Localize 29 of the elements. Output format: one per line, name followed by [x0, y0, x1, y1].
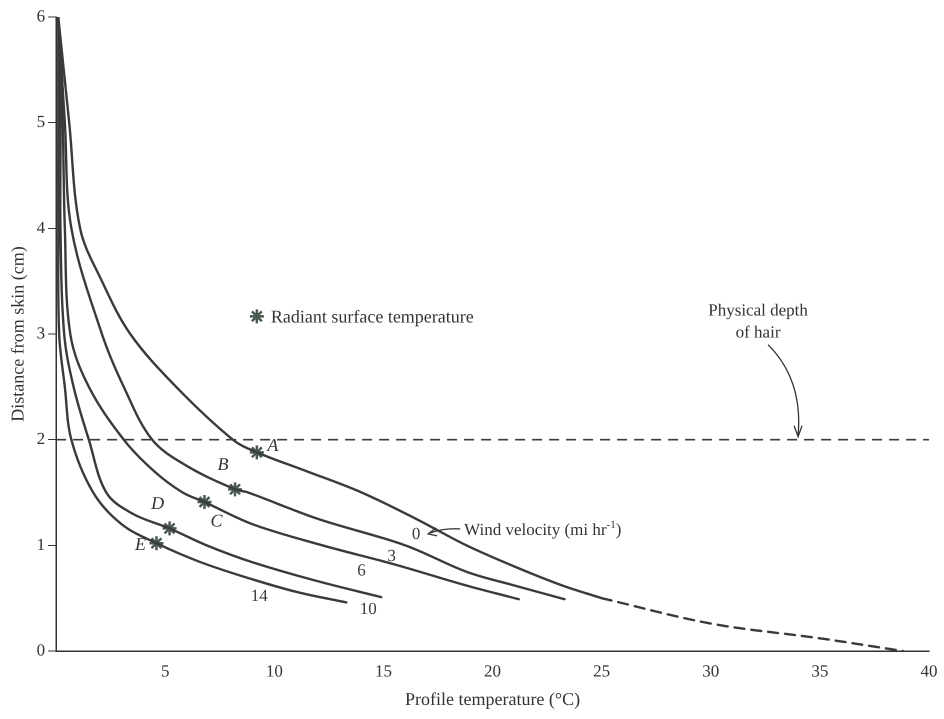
annotation: E — [134, 534, 146, 554]
series-label: 10 — [360, 598, 377, 618]
series-label: 3 — [387, 546, 396, 566]
x-tick-label: 15 — [374, 662, 392, 681]
x-tick-label: 30 — [702, 662, 720, 681]
annotation: Physical depth of hair — [708, 300, 808, 342]
y-tick-label: 2 — [36, 429, 46, 448]
x-tick-label: 20 — [484, 662, 502, 681]
series-label: 14 — [250, 586, 268, 606]
y-tick-label: 3 — [36, 323, 46, 342]
y-tick-label: 6 — [36, 6, 46, 26]
x-tick-label: 25 — [593, 662, 610, 681]
x-axis-title: Profile temperature (°C) — [404, 688, 580, 709]
y-axis-title: Distance from skin (cm) — [8, 246, 28, 422]
x-tick-label: 10 — [266, 662, 283, 681]
annotation: A — [266, 435, 280, 456]
annotation: C — [210, 510, 224, 531]
series-label: 6 — [357, 560, 366, 580]
y-tick-label: 4 — [36, 218, 46, 237]
x-tick-label: 35 — [811, 662, 828, 681]
series-label: 0 — [412, 524, 420, 543]
x-tick-label: 5 — [160, 662, 170, 681]
annotation: B — [218, 454, 229, 474]
x-tick-label: 40 — [920, 662, 938, 681]
annotation: D — [150, 493, 164, 514]
legend-label: Radiant surface temperature — [270, 306, 474, 326]
y-tick-label: 1 — [36, 534, 46, 554]
y-tick-label: 0 — [36, 640, 46, 660]
y-tick-label: 5 — [36, 112, 46, 132]
